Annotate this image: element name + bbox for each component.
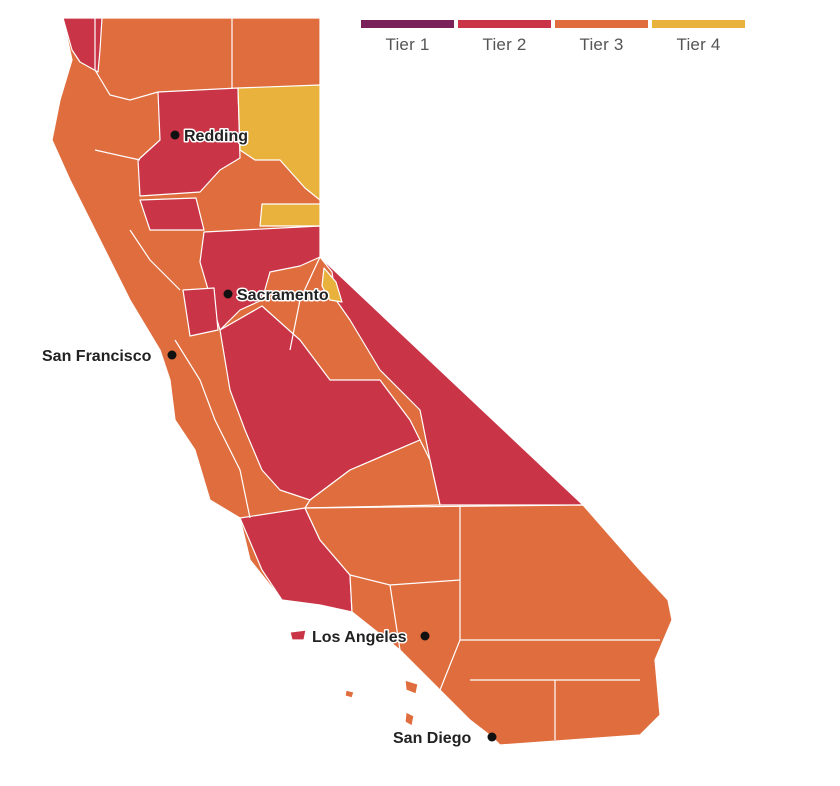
city-label: San Diego [393, 730, 471, 747]
legend-swatch [458, 20, 551, 28]
city-los-angeles: Los Angeles [311, 628, 430, 648]
county-kern [304, 439, 441, 509]
county-sierra [259, 203, 321, 227]
city-label: Los Angeles [312, 629, 407, 646]
legend-item-tier-2: Tier 2 [458, 20, 551, 55]
legend-swatch [652, 20, 745, 28]
city-marker-dot [487, 732, 497, 742]
city-label: San Francisco [42, 348, 152, 365]
county-santa-barbara-island [344, 689, 355, 699]
city-marker-dot [170, 130, 180, 140]
legend-item-tier-3: Tier 3 [555, 20, 648, 55]
legend-label: Tier 3 [579, 35, 624, 54]
city-marker-dot [420, 631, 430, 641]
legend-swatch [555, 20, 648, 28]
county-san-clemente-island [404, 711, 415, 727]
county-tehama [139, 197, 205, 231]
legend-item-tier-1: Tier 1 [361, 20, 454, 55]
legend-label: Tier 2 [482, 35, 527, 54]
city-san-diego: San Diego [392, 729, 497, 749]
county-alpine [321, 267, 343, 303]
city-label: Redding [184, 128, 248, 145]
city-san-francisco: San Francisco [41, 347, 177, 367]
county-catalina-island [404, 679, 419, 695]
county-lassen [237, 84, 321, 201]
legend-swatch [361, 20, 454, 28]
tier-legend: Tier 1 Tier 2 Tier 3 Tier 4 [361, 20, 745, 55]
county-del-norte [62, 17, 103, 73]
city-marker-dot [223, 289, 233, 299]
legend-label: Tier 1 [385, 35, 430, 54]
city-redding: Redding [170, 127, 250, 147]
legend-label: Tier 4 [676, 35, 721, 54]
city-marker-dot [167, 350, 177, 360]
county-boundary-lines [94, 18, 660, 740]
county-yolo-solano [182, 287, 219, 337]
city-label: Sacramento [237, 287, 329, 304]
county-southern-ca-group [304, 504, 673, 746]
county-channel-islands-west [289, 629, 307, 641]
legend-item-tier-4: Tier 4 [652, 20, 745, 55]
county-sacramento-valley-group [199, 225, 321, 331]
city-sacramento: Sacramento [223, 286, 330, 306]
